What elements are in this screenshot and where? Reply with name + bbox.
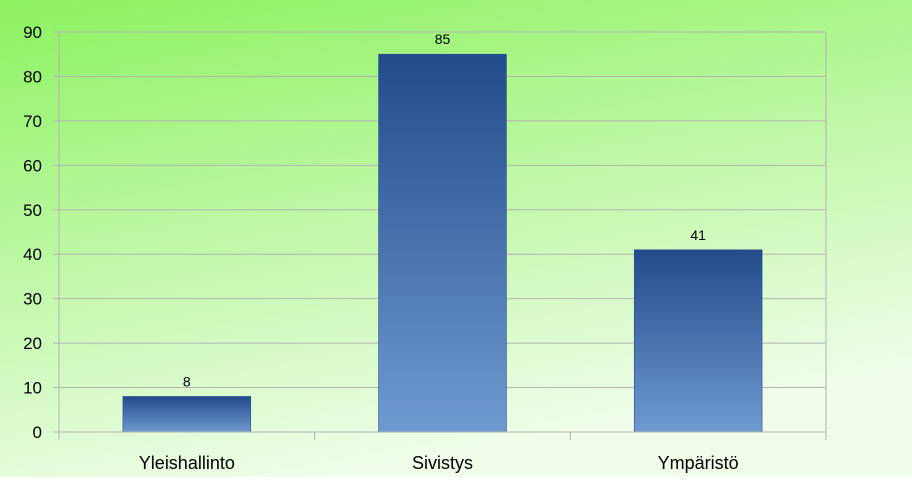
y-tick-label: 20 — [23, 334, 42, 353]
y-tick-label: 80 — [23, 67, 42, 86]
y-tick-label: 90 — [23, 23, 42, 42]
y-tick-label: 0 — [33, 423, 42, 442]
x-tick-label: Ympäristö — [658, 453, 739, 473]
y-tick-label: 70 — [23, 112, 42, 131]
bar-ympäristö — [633, 249, 763, 433]
data-label: 41 — [690, 227, 706, 243]
x-tick-label: Sivistys — [412, 453, 473, 473]
labels: 0 10 20 30 40 50 60 70 80 90 8 Yleishallinto 85 Sivis… — [23, 23, 739, 473]
y-tick-label: 50 — [23, 201, 42, 220]
axes — [53, 31, 827, 440]
bar-yleishallinto — [122, 396, 252, 433]
data-label: 8 — [183, 373, 191, 389]
data-label: 85 — [435, 31, 451, 47]
bars — [122, 53, 763, 433]
x-tick-label: Yleishallinto — [139, 453, 235, 473]
bar-sivistys — [378, 53, 507, 433]
y-tick-label: 30 — [23, 290, 42, 309]
y-tick-label: 60 — [23, 156, 42, 175]
y-tick-label: 10 — [23, 379, 42, 398]
y-tick-label: 40 — [23, 245, 42, 264]
